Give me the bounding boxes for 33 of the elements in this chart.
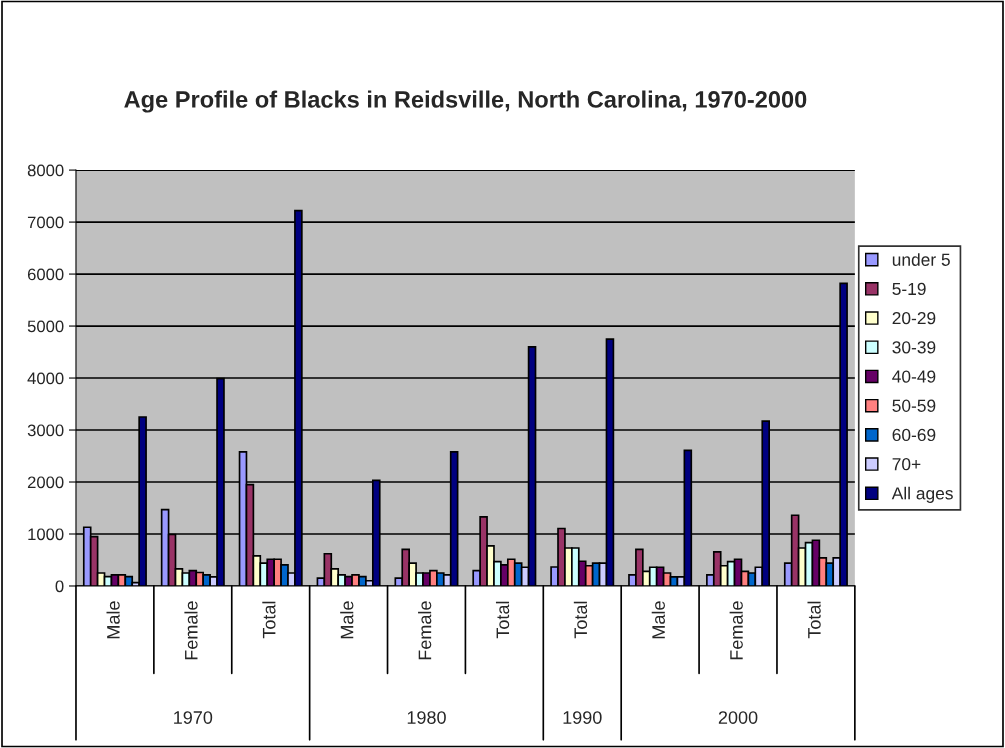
legend-label: under 5 [892,253,950,266]
x-tick-label: Total [573,601,588,639]
legend-label: 5-19 [892,282,926,296]
legend-label: 60-69 [892,428,936,442]
x-tick-label: Total [495,601,510,639]
text: 1980 [407,711,446,724]
y-tick-label: 4000 [27,372,64,385]
x-tick-label: Male [340,601,354,639]
x-tick-label: Total [262,601,276,639]
legend-label: 70+ [892,458,921,471]
legend-label: 40-49 [892,370,936,383]
x-tick-label: Total [807,601,821,639]
text: 1970 [174,711,213,724]
legend-label: All ages [891,486,953,503]
chart-title: Age Profile of Blacks in Reidsville, North Carolina, 1970-2000 [124,90,807,113]
x-tick-label: Male [106,601,120,639]
y-tick-label: 0 [55,580,64,593]
x-tick-label: Male [651,601,665,639]
legend-label: 50-59 [892,399,936,412]
y-tick-label: 5000 [27,320,64,333]
legend-label: 20-29 [892,312,936,325]
x-tick-label: Female [418,601,432,660]
x-tick-label: Female [184,601,198,660]
y-tick-label: 1000 [28,528,64,541]
y-tick-label: 8000 [27,164,64,177]
y-tick-label: 6000 [27,268,64,281]
y-tick-label: 2000 [27,476,64,489]
y-tick-label: 3000 [27,424,64,437]
text: 1990 [563,711,602,724]
text: 2000 [718,711,758,724]
y-tick-label: 7000 [27,216,64,229]
x-tick-label: Female [729,601,743,660]
legend-label: 30-39 [892,341,936,354]
